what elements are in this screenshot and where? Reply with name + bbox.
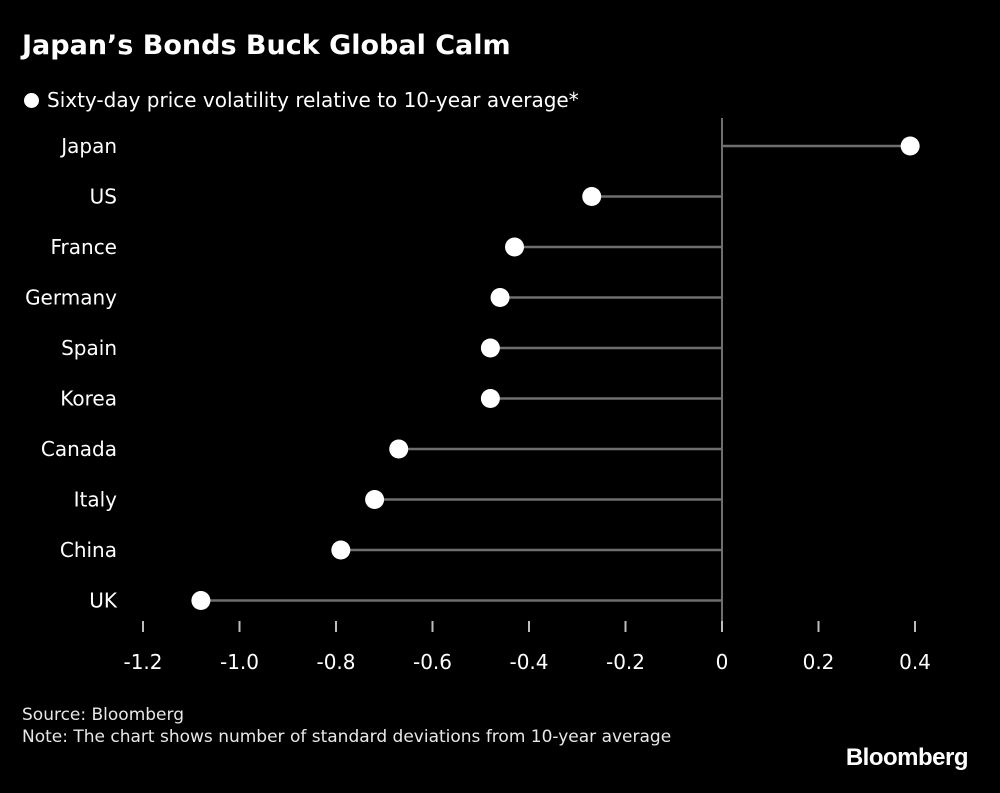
data-point [582,187,602,206]
lollipop-chart: -1.2 -1.0 -0.8 -0.6 -0.4 -0.2 0 0.2 0.4 Japan US Fr… [25,118,931,674]
category-label: US [90,185,117,209]
data-point [389,439,409,459]
category-label: France [50,235,117,259]
data-point [490,288,510,307]
data-point [331,540,351,560]
note-text: Note: The chart shows number of standard… [22,727,672,747]
data-point [365,490,385,509]
source-text: Source: Bloomberg [22,705,184,725]
category-label: Germany [25,286,117,310]
x-tick-label: 0.2 [803,650,835,674]
chart-footer: Source: Bloomberg Note: The chart shows … [22,704,702,748]
x-tick-label: -0.6 [413,650,452,674]
chart-title: Japan’s Bonds Buck Global Calm [22,30,511,61]
x-tick-label: -0.4 [509,650,548,674]
category-label: Korea [60,387,117,411]
legend-marker [24,92,39,108]
data-point [505,237,525,257]
x-tick-label: -0.8 [316,650,355,674]
x-tick-label: -1.2 [123,650,162,674]
bloomberg-logo: Bloomberg [845,744,969,771]
category-label: Italy [74,488,118,512]
x-tick-label: -1.0 [220,650,259,674]
category-label: UK [89,589,118,613]
category-label: Spain [61,336,117,360]
x-tick-label: 0.4 [899,650,931,674]
legend: Sixty-day price volatility relative to 1… [24,88,579,112]
legend-label: Sixty-day price volatility relative to 1… [47,88,579,112]
data-point [480,338,500,358]
data-point [900,136,920,156]
x-tick-label: 0 [716,650,729,674]
category-label: Japan [59,134,117,158]
category-label: Canada [41,437,117,461]
data-point [191,591,211,610]
data-point [480,389,500,408]
category-label: China [60,538,117,562]
x-tick-label: -0.2 [606,650,645,674]
